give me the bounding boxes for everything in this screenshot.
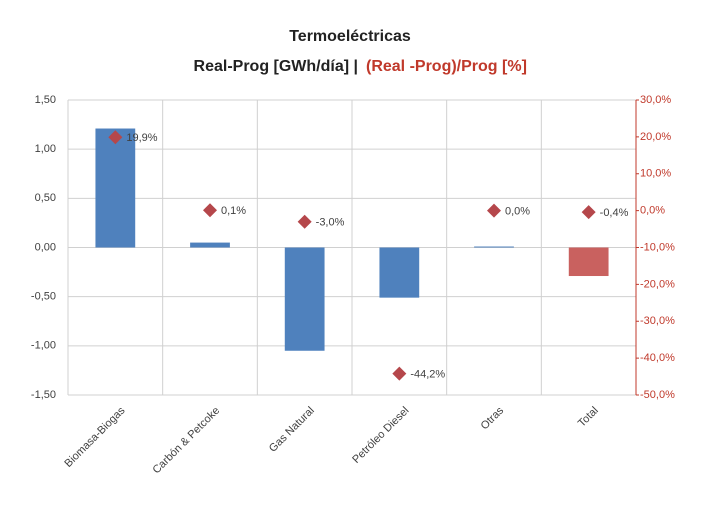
data-label: -44,2%	[410, 369, 445, 381]
data-label: -3,0%	[316, 217, 345, 229]
y2-tick-label: -40,0%	[640, 352, 675, 364]
y2-tick-label: -30,0%	[640, 315, 675, 327]
y-tick-label: 1,00	[35, 143, 56, 155]
y-tick-label: -0,50	[31, 291, 56, 303]
bar	[95, 128, 136, 248]
data-label: 0,1%	[221, 205, 246, 217]
x-tick-label: Total	[576, 405, 601, 430]
bar	[379, 247, 420, 298]
y2-tick-label: 0,0%	[640, 205, 665, 217]
data-label: -0,4%	[600, 207, 629, 219]
y2-tick-label: 10,0%	[640, 168, 671, 180]
y-tick-label: 0,00	[35, 241, 56, 253]
x-tick-label: Carbón & Petcoke	[151, 405, 223, 477]
bar	[474, 246, 514, 248]
y2-tick-label: -20,0%	[640, 278, 675, 290]
y2-tick-label: 30,0%	[640, 94, 671, 106]
chart-subtitle: Real-Prog [GWh/día] |	[194, 58, 358, 75]
y-tick-label: 1,50	[35, 94, 56, 106]
chart-subtitle-secondary: (Real -Prog)/Prog [%]	[366, 58, 527, 75]
data-label: 19,9%	[126, 132, 157, 144]
diamond-marker	[581, 205, 596, 220]
bar	[190, 242, 230, 248]
y2-tick-label: -10,0%	[640, 241, 675, 253]
y-tick-label: -1,50	[31, 389, 56, 401]
x-tick-label: Otras	[479, 404, 507, 432]
diamond-marker	[487, 203, 501, 218]
diamond-marker	[392, 366, 407, 381]
y-tick-label: 0,50	[35, 192, 56, 204]
diamond-marker	[108, 130, 123, 145]
y2-tick-label: 20,0%	[640, 131, 671, 143]
data-label: 0,0%	[505, 206, 530, 218]
x-tick-label: Petróleo Diesel	[350, 405, 411, 466]
y-tick-label: -1,00	[31, 340, 56, 352]
y2-tick-label: -50,0%	[640, 389, 675, 401]
chart-title: Termoeléctricas	[289, 28, 411, 45]
bar	[568, 247, 609, 277]
diamond-marker	[203, 203, 217, 218]
x-tick-label: Gas Natural	[267, 405, 317, 455]
bar	[284, 247, 325, 351]
x-tick-label: Biomasa-Biogas	[62, 404, 127, 469]
diamond-marker	[297, 214, 312, 229]
